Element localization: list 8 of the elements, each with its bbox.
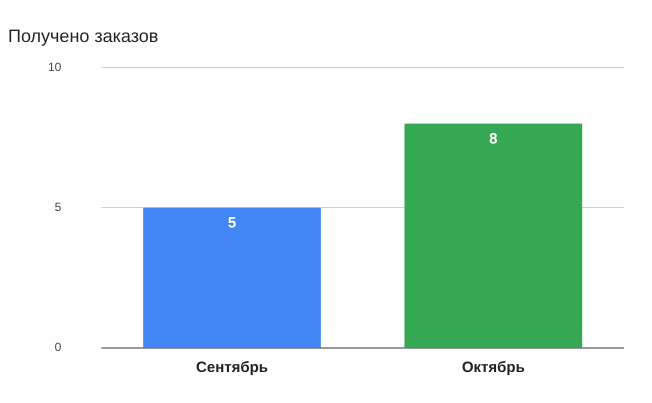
data-label: 8: [489, 130, 498, 148]
y-tick-label: 10: [48, 60, 62, 74]
y-tick-label: 0: [54, 340, 62, 354]
x-tick-label: Октябрь: [462, 358, 525, 376]
y-tick-label: 5: [54, 200, 62, 214]
x-tick-label: Сентябрь: [196, 358, 268, 376]
data-label: 5: [228, 214, 236, 232]
chart-title: Получено заказов: [8, 26, 158, 46]
